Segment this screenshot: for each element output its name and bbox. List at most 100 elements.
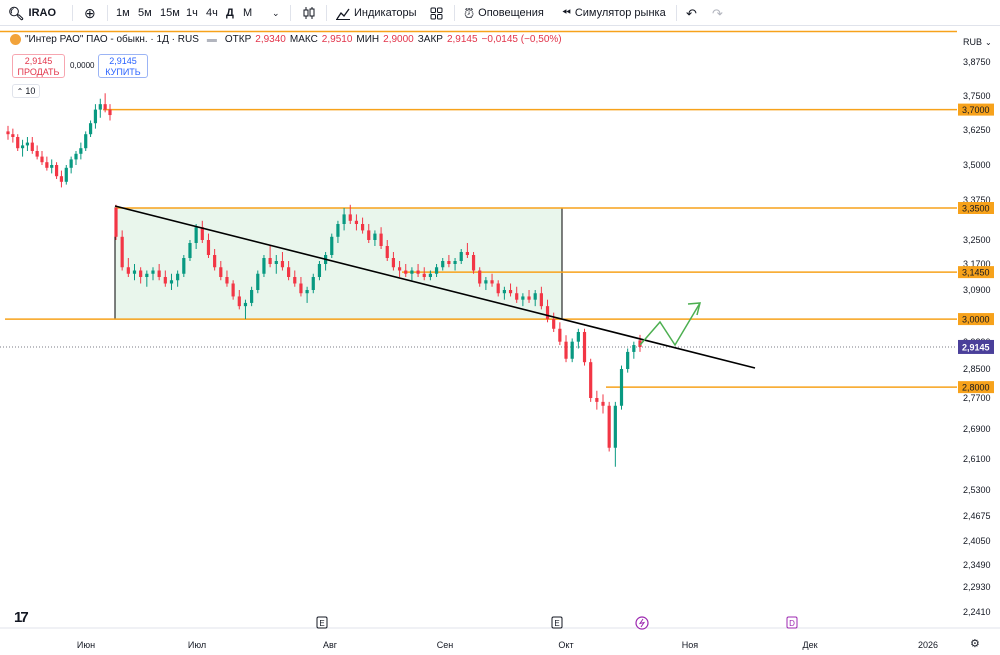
candle-body[interactable] — [268, 258, 272, 264]
candle-body[interactable] — [638, 340, 642, 347]
candle-body[interactable] — [416, 270, 420, 274]
undo-button[interactable]: ↶ — [686, 0, 697, 26]
candle-body[interactable] — [367, 230, 371, 240]
candle-body[interactable] — [348, 214, 352, 221]
candle-body[interactable] — [40, 156, 44, 163]
interval-5m[interactable]: 5м — [138, 7, 152, 19]
candle-body[interactable] — [508, 290, 513, 294]
candle-body[interactable] — [98, 104, 102, 110]
candle-body[interactable] — [35, 151, 39, 157]
candle-body[interactable] — [30, 142, 34, 151]
candle-body[interactable] — [447, 261, 451, 264]
candle-body[interactable] — [59, 176, 64, 182]
candle-body[interactable] — [231, 283, 235, 297]
candle-body[interactable] — [397, 267, 402, 271]
candle-body[interactable] — [478, 270, 482, 284]
candle-body[interactable] — [465, 252, 469, 255]
candle-body[interactable] — [69, 159, 73, 168]
redo-button[interactable]: ↷ — [712, 0, 723, 26]
candle-body[interactable] — [422, 273, 426, 277]
candle-body[interactable] — [385, 246, 389, 258]
candle-body[interactable] — [404, 270, 408, 274]
candle-body[interactable] — [539, 293, 543, 307]
candle-body[interactable] — [434, 267, 439, 274]
candle-body[interactable] — [533, 293, 537, 300]
candle-body[interactable] — [582, 331, 587, 363]
candle-body[interactable] — [213, 255, 217, 268]
candle-body[interactable] — [120, 236, 124, 268]
candle-body[interactable] — [20, 145, 25, 149]
candle-body[interactable] — [360, 224, 365, 231]
candle-body[interactable] — [256, 273, 260, 290]
candle-body[interactable] — [373, 233, 377, 240]
candle-body[interactable] — [188, 243, 192, 258]
candle-body[interactable] — [262, 258, 266, 274]
candle-body[interactable] — [250, 290, 254, 303]
candle-body[interactable] — [576, 331, 580, 342]
candle-body[interactable] — [515, 293, 519, 300]
legend-title[interactable]: "Интер РАО" ПАО - обыкн. · 1Д · RUS — [25, 34, 199, 45]
settings-gear-icon[interactable]: ⚙︎ — [970, 638, 980, 650]
candle-body[interactable] — [93, 109, 98, 124]
candle-body[interactable] — [151, 270, 155, 274]
candle-body[interactable] — [601, 401, 605, 406]
candle-body[interactable] — [626, 351, 630, 369]
candle-body[interactable] — [521, 296, 525, 300]
candle-body[interactable] — [354, 220, 359, 224]
compare-button[interactable]: ⊕ — [84, 0, 96, 26]
candle-body[interactable] — [79, 148, 83, 154]
candle-body[interactable] — [453, 261, 457, 264]
candle-body[interactable] — [274, 261, 278, 264]
candle-body[interactable] — [163, 277, 167, 284]
candle-body[interactable] — [84, 134, 88, 149]
interval-1h[interactable]: 1ч — [186, 7, 198, 19]
candle-body[interactable] — [64, 167, 68, 182]
candle-body[interactable] — [558, 328, 562, 342]
earnings-event-icon[interactable] — [551, 616, 563, 629]
interval-day[interactable]: Д — [226, 7, 234, 19]
candle-body[interactable] — [194, 227, 198, 243]
candle-body[interactable] — [176, 273, 180, 281]
interval-15m[interactable]: 15м — [160, 7, 180, 19]
candle-body[interactable] — [459, 252, 463, 261]
alerts-button[interactable]: ⏰︎ Оповещения — [464, 0, 544, 26]
candle-body[interactable] — [502, 290, 506, 294]
candle-body[interactable] — [545, 306, 550, 320]
candle-body[interactable] — [632, 345, 636, 352]
volume-toggle[interactable]: ⌃ 10 — [12, 84, 40, 98]
candle-body[interactable] — [527, 296, 531, 300]
candle-body[interactable] — [441, 261, 445, 268]
candle-body[interactable] — [589, 362, 593, 398]
candle-body[interactable] — [25, 142, 30, 146]
candle-body[interactable] — [311, 277, 315, 290]
candle-body[interactable] — [11, 134, 15, 137]
interval-4h[interactable]: 4ч — [206, 7, 218, 19]
candle-body[interactable] — [287, 267, 291, 277]
candle-body[interactable] — [54, 165, 59, 177]
candle-body[interactable] — [484, 280, 488, 284]
candle-body[interactable] — [50, 165, 54, 168]
candle-body[interactable] — [379, 233, 383, 246]
replay-button[interactable]: ⏪︎ Симулятор рынка — [562, 0, 666, 26]
candle-body[interactable] — [139, 270, 143, 278]
eye-icon[interactable]: ▬ — [206, 34, 217, 45]
interval-month[interactable]: М — [243, 7, 253, 19]
candle-body[interactable] — [16, 137, 20, 149]
candle-body[interactable] — [132, 270, 137, 274]
candle-body[interactable] — [114, 208, 118, 237]
candle-body[interactable] — [564, 341, 568, 359]
templates-button[interactable] — [430, 0, 443, 26]
candle-body[interactable] — [206, 240, 211, 255]
candle-body[interactable] — [219, 267, 223, 277]
candle-body[interactable] — [471, 255, 476, 271]
candle-body[interactable] — [126, 267, 130, 274]
dividend-event-icon[interactable] — [786, 616, 798, 629]
candle-body[interactable] — [280, 261, 285, 268]
candle-body[interactable] — [145, 273, 149, 277]
candle-body[interactable] — [595, 398, 599, 402]
candle-body[interactable] — [552, 319, 556, 329]
chart-type-button[interactable] — [302, 0, 316, 26]
candle-body[interactable] — [237, 296, 241, 307]
candle-body[interactable] — [103, 104, 107, 110]
